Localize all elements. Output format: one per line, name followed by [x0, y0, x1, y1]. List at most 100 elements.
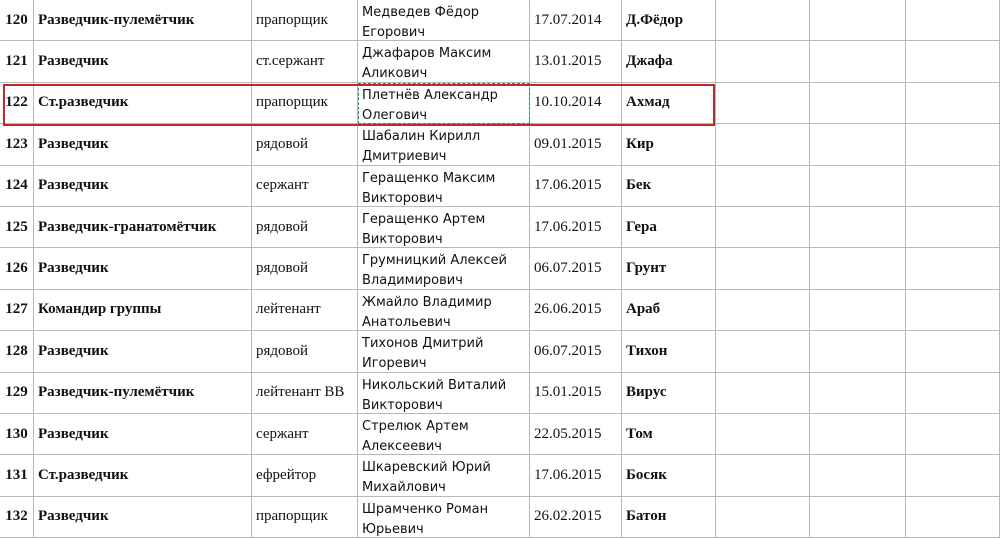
rank-cell[interactable]: сержант: [252, 165, 358, 207]
empty-cell[interactable]: [716, 372, 810, 414]
position-cell[interactable]: Разведчик: [34, 41, 252, 83]
position-cell[interactable]: Ст.разведчик: [34, 82, 252, 125]
empty-cell[interactable]: [716, 331, 810, 373]
date-cell[interactable]: 15.01.2015: [530, 372, 622, 414]
rank-cell[interactable]: лейтенант: [252, 289, 358, 332]
row-number-cell[interactable]: 128: [0, 331, 34, 373]
rank-cell[interactable]: рядовой: [252, 248, 358, 290]
callsign-cell[interactable]: Вирус: [622, 372, 716, 414]
rank-cell[interactable]: прапорщик: [252, 82, 358, 125]
position-cell[interactable]: Разведчик-пулемётчик: [34, 372, 252, 414]
position-cell[interactable]: Разведчик: [34, 248, 252, 290]
callsign-cell[interactable]: Д.Фёдор: [622, 0, 716, 42]
full-name-cell[interactable]: Никольский Виталий Викторович: [358, 372, 530, 414]
date-cell[interactable]: 06.07.2015: [530, 248, 622, 290]
empty-cell[interactable]: [906, 289, 1000, 332]
empty-cell[interactable]: [906, 207, 1000, 249]
row-number-cell[interactable]: 126: [0, 248, 34, 290]
empty-cell[interactable]: [810, 82, 906, 125]
callsign-cell[interactable]: Том: [622, 414, 716, 456]
row-number-cell[interactable]: 129: [0, 372, 34, 414]
full-name-cell[interactable]: Геращенко Максим Викторович: [358, 165, 530, 207]
empty-cell[interactable]: [906, 372, 1000, 414]
callsign-cell[interactable]: Джафа: [622, 41, 716, 83]
empty-cell[interactable]: [716, 124, 810, 166]
rank-cell[interactable]: лейтенант ВВ: [252, 372, 358, 414]
position-cell[interactable]: Разведчик: [34, 124, 252, 166]
empty-cell[interactable]: [810, 124, 906, 166]
row-number-cell[interactable]: 121: [0, 41, 34, 83]
date-cell[interactable]: 17.06.2015: [530, 207, 622, 249]
row-number-cell[interactable]: 122: [0, 82, 34, 125]
row-number-cell[interactable]: 120: [0, 0, 34, 42]
rank-cell[interactable]: рядовой: [252, 207, 358, 249]
full-name-cell[interactable]: Медведев Фёдор Егорович: [358, 0, 530, 42]
date-cell[interactable]: 26.06.2015: [530, 289, 622, 332]
position-cell[interactable]: Разведчик-гранатомётчик: [34, 207, 252, 249]
empty-cell[interactable]: [906, 331, 1000, 373]
empty-cell[interactable]: [810, 372, 906, 414]
full-name-cell[interactable]: Грумницкий Алексей Владимирович: [358, 248, 530, 290]
full-name-cell[interactable]: Геращенко Артем Викторович: [358, 207, 530, 249]
rank-cell[interactable]: прапорщик: [252, 0, 358, 42]
empty-cell[interactable]: [716, 248, 810, 290]
empty-cell[interactable]: [810, 331, 906, 373]
callsign-cell[interactable]: Гера: [622, 207, 716, 249]
empty-cell[interactable]: [906, 248, 1000, 290]
rank-cell[interactable]: ефрейтор: [252, 455, 358, 497]
row-number-cell[interactable]: 131: [0, 455, 34, 497]
date-cell[interactable]: 10.10.2014: [530, 82, 622, 125]
rank-cell[interactable]: рядовой: [252, 124, 358, 166]
position-cell[interactable]: Командир группы: [34, 289, 252, 332]
callsign-cell[interactable]: Тихон: [622, 331, 716, 373]
callsign-cell[interactable]: Грунт: [622, 248, 716, 290]
callsign-cell[interactable]: Бек: [622, 165, 716, 207]
callsign-cell[interactable]: Босяк: [622, 455, 716, 497]
date-cell[interactable]: 13.01.2015: [530, 41, 622, 83]
row-number-cell[interactable]: 123: [0, 124, 34, 166]
full-name-cell[interactable]: Стрелюк Артем Алексеевич: [358, 414, 530, 456]
date-cell[interactable]: 22.05.2015: [530, 414, 622, 456]
empty-cell[interactable]: [906, 0, 1000, 42]
full-name-cell[interactable]: Жмайло Владимир Анатольевич: [358, 289, 530, 332]
date-cell[interactable]: 17.06.2015: [530, 165, 622, 207]
date-cell[interactable]: 06.07.2015: [530, 331, 622, 373]
empty-cell[interactable]: [810, 165, 906, 207]
empty-cell[interactable]: [906, 414, 1000, 456]
position-cell[interactable]: Разведчик: [34, 331, 252, 373]
empty-cell[interactable]: [906, 82, 1000, 125]
empty-cell[interactable]: [906, 41, 1000, 83]
empty-cell[interactable]: [810, 0, 906, 42]
empty-cell[interactable]: [716, 414, 810, 456]
empty-cell[interactable]: [810, 41, 906, 83]
rank-cell[interactable]: ст.сержант: [252, 41, 358, 83]
empty-cell[interactable]: [810, 207, 906, 249]
empty-cell[interactable]: [810, 248, 906, 290]
full-name-cell[interactable]: Джафаров Максим Аликович: [358, 41, 530, 83]
empty-cell[interactable]: [716, 165, 810, 207]
empty-cell[interactable]: [810, 289, 906, 332]
row-number-cell[interactable]: 130: [0, 414, 34, 456]
row-number-cell[interactable]: 125: [0, 207, 34, 249]
full-name-cell[interactable]: Шкаревский Юрий Михайлович: [358, 455, 530, 497]
callsign-cell[interactable]: Кир: [622, 124, 716, 166]
callsign-cell[interactable]: Ахмад: [622, 82, 716, 125]
empty-cell[interactable]: [716, 82, 810, 125]
callsign-cell[interactable]: Араб: [622, 289, 716, 332]
full-name-cell[interactable]: Шабалин Кирилл Дмитриевич: [358, 124, 530, 166]
full-name-cell[interactable]: Тихонов Дмитрий Игоревич: [358, 331, 530, 373]
position-cell[interactable]: Разведчик-пулемётчик: [34, 0, 252, 42]
rank-cell[interactable]: сержант: [252, 414, 358, 456]
full-name-cell[interactable]: Плетнёв Александр Олегович: [358, 82, 530, 125]
empty-cell[interactable]: [716, 207, 810, 249]
position-cell[interactable]: Разведчик: [34, 165, 252, 207]
position-cell[interactable]: Разведчик: [34, 414, 252, 456]
empty-cell[interactable]: [810, 455, 906, 497]
date-cell[interactable]: 17.07.2014: [530, 0, 622, 42]
empty-cell[interactable]: [906, 165, 1000, 207]
empty-cell[interactable]: [716, 0, 810, 42]
empty-cell[interactable]: [906, 124, 1000, 166]
row-number-cell[interactable]: 127: [0, 289, 34, 332]
empty-cell[interactable]: [716, 289, 810, 332]
rank-cell[interactable]: рядовой: [252, 331, 358, 373]
